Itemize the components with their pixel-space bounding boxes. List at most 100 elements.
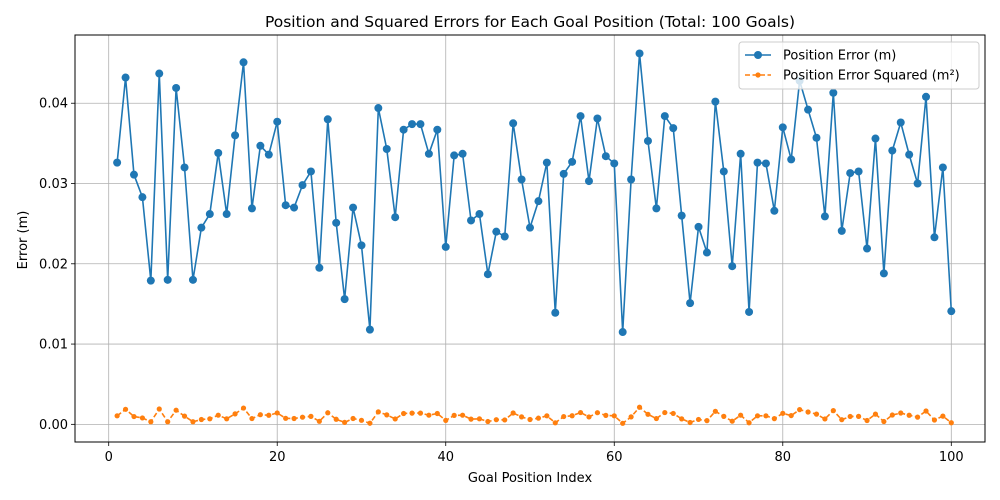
x-tick-label: 100 — [939, 450, 964, 465]
data-point — [686, 299, 695, 308]
data-point — [913, 179, 922, 188]
y-axis-ticks: 0.00 0.01 0.02 0.03 0.04 — [39, 97, 75, 433]
data-point — [231, 131, 240, 140]
data-point — [291, 415, 297, 422]
data-point — [879, 269, 888, 278]
data-point — [719, 167, 728, 176]
data-point — [839, 417, 845, 423]
data-point — [653, 415, 659, 422]
data-point — [938, 163, 947, 172]
data-point — [222, 210, 231, 219]
data-point — [416, 120, 425, 129]
data-point — [534, 197, 543, 206]
data-point — [315, 263, 324, 272]
data-point — [881, 418, 887, 425]
data-point — [409, 410, 415, 416]
data-point — [854, 167, 863, 176]
data-point — [535, 415, 542, 421]
x-tick-label: 40 — [437, 450, 454, 465]
data-point — [687, 419, 693, 426]
data-point — [702, 248, 711, 257]
y-tick-label: 0.03 — [39, 177, 68, 192]
data-point — [256, 141, 265, 150]
data-point — [780, 410, 786, 416]
data-point — [695, 416, 702, 423]
data-point — [771, 416, 777, 422]
data-point — [342, 419, 348, 426]
data-point — [323, 115, 332, 124]
data-point — [813, 411, 820, 417]
data-point — [214, 149, 223, 158]
data-point — [898, 410, 904, 416]
data-point — [155, 69, 164, 78]
data-point — [896, 118, 905, 127]
data-point — [392, 416, 398, 422]
data-point — [778, 123, 787, 132]
data-point — [358, 417, 365, 423]
data-point — [905, 150, 914, 159]
data-point — [645, 411, 651, 417]
data-point — [165, 419, 171, 425]
chart-title: Position and Squared Errors for Each Goa… — [265, 13, 795, 31]
data-point — [459, 412, 466, 418]
data-point — [399, 125, 408, 134]
data-point — [677, 211, 686, 220]
data-point — [770, 206, 779, 215]
data-point — [433, 125, 442, 134]
data-point — [889, 412, 895, 418]
data-point — [434, 410, 440, 417]
data-point — [620, 420, 626, 426]
data-point — [468, 416, 474, 422]
data-point — [601, 152, 610, 161]
data-point — [138, 193, 147, 202]
data-point — [500, 232, 509, 241]
data-point — [443, 417, 449, 424]
data-point — [509, 119, 518, 128]
data-point — [728, 262, 737, 271]
data-point — [163, 275, 172, 284]
data-point — [247, 204, 256, 213]
data-point — [266, 412, 272, 418]
data-point — [804, 105, 813, 114]
data-point — [349, 203, 358, 212]
data-point — [290, 203, 299, 212]
series-2 — [114, 404, 954, 426]
data-point — [181, 413, 188, 419]
data-point — [721, 413, 727, 419]
data-point — [763, 413, 769, 419]
data-point — [576, 112, 585, 121]
data-point — [467, 216, 476, 225]
data-point — [215, 412, 221, 418]
data-point — [139, 415, 146, 421]
data-point — [122, 406, 129, 412]
data-point — [527, 416, 533, 423]
data-point — [131, 413, 137, 420]
data-point — [441, 242, 450, 251]
data-point — [561, 413, 567, 420]
data-point — [190, 419, 196, 425]
data-point — [281, 201, 290, 210]
data-point — [475, 210, 484, 219]
data-point — [224, 416, 230, 422]
data-point — [257, 412, 263, 418]
data-point — [584, 177, 593, 186]
data-point — [662, 409, 668, 416]
data-point — [822, 416, 828, 422]
data-point — [188, 275, 197, 284]
data-point — [788, 412, 794, 419]
data-point — [172, 83, 181, 92]
data-point — [542, 158, 551, 167]
data-point — [375, 409, 381, 415]
data-point — [332, 218, 341, 227]
data-point — [559, 169, 568, 178]
legend-label-position-error: Position Error (m) — [783, 49, 896, 64]
data-point — [156, 406, 162, 412]
data-point — [552, 420, 558, 426]
data-point — [173, 407, 179, 413]
x-tick-label: 60 — [606, 450, 623, 465]
data-point — [797, 407, 803, 413]
data-point — [306, 167, 315, 176]
data-point — [129, 170, 138, 179]
data-point — [249, 415, 255, 422]
data-point — [872, 411, 879, 417]
